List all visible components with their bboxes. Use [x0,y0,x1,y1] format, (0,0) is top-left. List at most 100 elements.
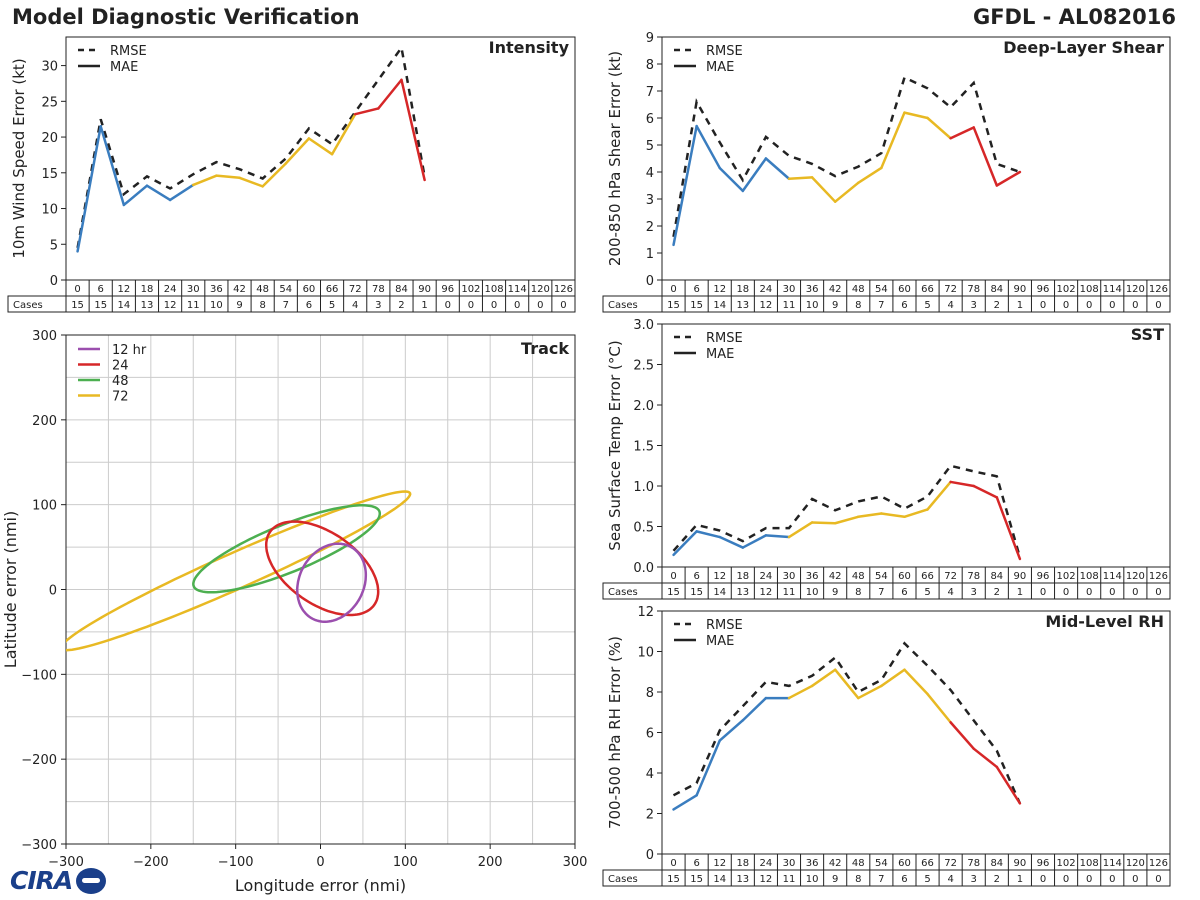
rh-hour-cell: 24 [760,858,773,869]
intensity-hour-cell: 96 [441,284,454,295]
shear-mae-segment [833,181,860,203]
track-xtick-label: −100 [218,855,254,870]
rh-hour-cell: 18 [736,858,749,869]
sst-title: SST [1131,325,1164,344]
shear-hour-cell: 84 [990,284,1003,295]
shear-hour-cell: 42 [829,284,842,295]
intensity-case-cell: 0 [445,300,451,311]
sst-ylabel: Sea Surface Temp Error (°C) [606,340,624,550]
shear-case-cell: 0 [1132,300,1138,311]
sst-case-cell: 0 [1109,587,1115,598]
intensity-case-cell: 2 [398,300,404,311]
sst-hour-cell: 114 [1103,571,1122,582]
rh-hour-cell: 120 [1126,858,1145,869]
rh-hour-cell: 114 [1103,858,1122,869]
logo-text: CIRA [10,866,73,895]
sst-mae-segment [718,535,745,549]
rh-cases-label: Cases [608,874,638,885]
rh-case-cell: 6 [901,874,907,885]
rh-hour-cell: 126 [1149,858,1168,869]
track-ytick-label: −100 [21,668,57,683]
sst-case-cell: 5 [924,587,930,598]
shear-cases-table: Cases01561512141813241230113610429488547… [602,279,1171,313]
sst-mae-segment [995,496,1022,561]
rh-case-cell: 9 [832,874,838,885]
track-ellipse-48 [192,504,382,594]
shear-cases-label: Cases [608,300,638,311]
rh-case-cell: 5 [924,874,930,885]
shear-case-cell: 12 [760,300,773,311]
sst-hour-cell: 96 [1037,571,1050,582]
rh-ytick-label: 6 [646,727,654,742]
track-ytick-label: 100 [32,499,57,514]
sst-mae-segment [741,534,768,549]
rh-cases-table: Cases01561512141813241230113610429488547… [602,853,1171,887]
sst-case-cell: 15 [690,587,703,598]
intensity-hour-cell: 6 [98,284,104,295]
sst-ytick-label: 2.5 [633,359,654,374]
intensity-ylabel: 10m Wind Speed Error (kt) [10,58,28,258]
figure-title: Model Diagnostic Verification [12,5,360,29]
sst-hour-cell: 90 [1014,571,1027,582]
sst-hour-cell: 126 [1149,571,1168,582]
intensity-case-cell: 4 [352,300,358,311]
rh-mae-segment [810,668,837,688]
sst-hour-cell: 84 [990,571,1003,582]
intensity-cases-table: Cases01561512141813241230113610429488547… [7,279,576,313]
rh-ytick-label: 8 [646,686,654,701]
intensity-case-cell: 5 [329,300,335,311]
shear-case-cell: 11 [783,300,796,311]
sst-case-cell: 2 [994,587,1000,598]
rh-hour-cell: 12 [713,858,726,869]
rh-hour-cell: 96 [1037,858,1050,869]
rh-case-cell: 0 [1086,874,1092,885]
rh-legend-mae-label: MAE [706,634,734,649]
rh-ytick-label: 0 [646,848,654,863]
intensity-hour-cell: 78 [372,284,385,295]
shear-case-cell: 15 [667,300,680,311]
rh-case-cell: 7 [878,874,884,885]
intensity-case-cell: 11 [187,300,200,311]
shear-ytick-label: 5 [646,139,654,154]
sst-case-cell: 4 [947,587,953,598]
intensity-mae-segment [99,125,126,207]
rh-hour-cell: 78 [967,858,980,869]
sst-case-cell: 0 [1086,587,1092,598]
intensity-title: Intensity [489,38,570,57]
rh-mae-segment [880,668,906,688]
sst-hour-cell: 108 [1080,571,1099,582]
intensity-hour-cell: 126 [554,284,573,295]
shear-hour-cell: 120 [1126,284,1145,295]
sst-case-cell: 0 [1155,587,1161,598]
shear-frame [661,36,1171,281]
shear-hour-cell: 30 [783,284,796,295]
sst-ytick-label: 1.5 [633,440,654,455]
rh-hour-cell: 60 [898,858,911,869]
rh-mae-segment [857,684,883,700]
intensity-mae-segment [307,137,334,156]
intensity-hour-cell: 66 [326,284,339,295]
shear-hour-cell: 12 [713,284,726,295]
intensity-hour-cell: 54 [279,284,292,295]
track-ellipse-24 [264,520,380,617]
track-ellipse-12-hr [295,542,368,623]
rh-case-cell: 4 [947,874,953,885]
sst-case-cell: 7 [878,587,884,598]
sst-case-cell: 0 [1040,587,1046,598]
shear-mae-segment [718,166,745,193]
rh-mae-segment [787,684,814,700]
intensity-hour-cell: 60 [303,284,316,295]
rh-case-cell: 0 [1063,874,1069,885]
shear-mae-segment [880,111,906,170]
intensity-frame [65,36,576,281]
sst-ytick-label: 1.0 [633,480,654,495]
rh-hour-cell: 0 [670,858,676,869]
rh-hour-cell: 36 [806,858,819,869]
intensity-hour-cell: 0 [74,284,80,295]
shear-hour-cell: 0 [670,284,676,295]
track-ytick-label: −300 [21,838,57,853]
shear-case-cell: 0 [1040,300,1046,311]
sst-mae-segment [880,512,906,519]
shear-mae-segment [926,116,952,140]
